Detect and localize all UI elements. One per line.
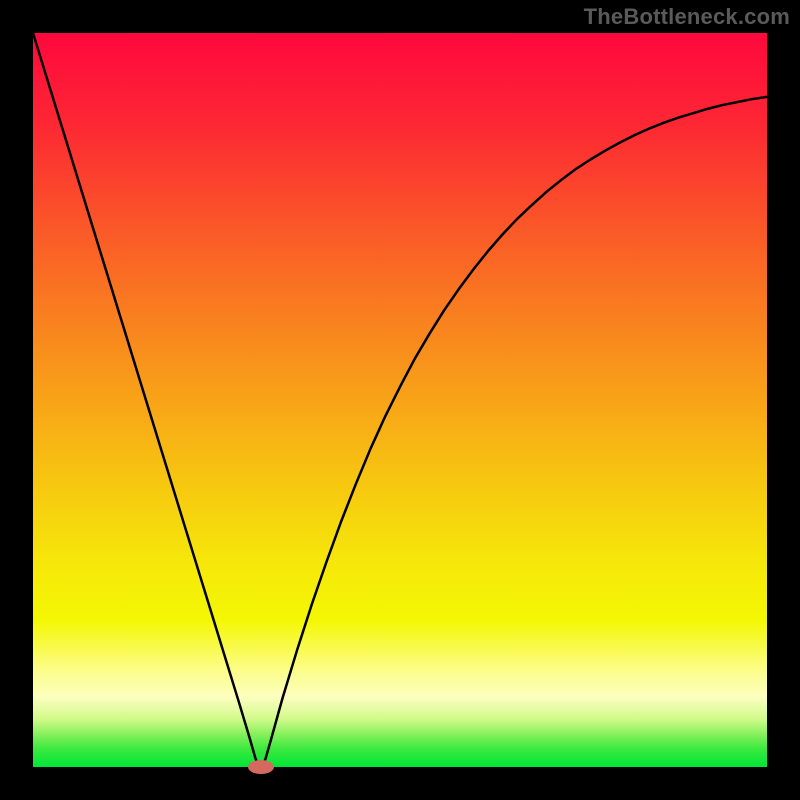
chart-container: TheBottleneck.com — [0, 0, 800, 800]
plot-area — [33, 33, 767, 767]
curve-path — [33, 33, 767, 767]
minimum-marker — [248, 760, 274, 774]
bottleneck-curve — [33, 33, 767, 767]
watermark-text: TheBottleneck.com — [584, 4, 790, 30]
